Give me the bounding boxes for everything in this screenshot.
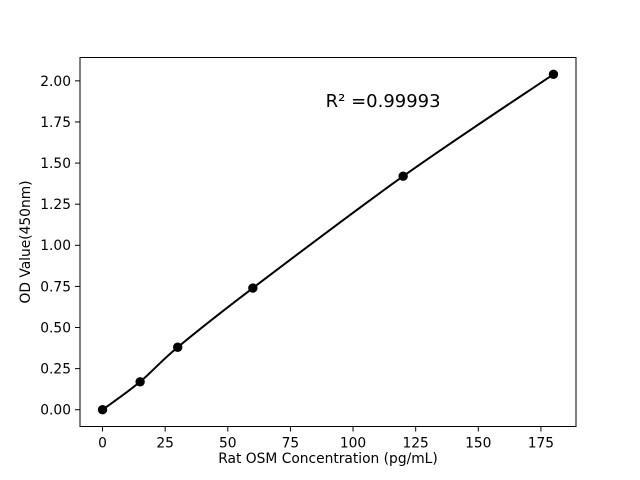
y-tick-label: 1.50 bbox=[40, 156, 71, 172]
x-tick-label: 125 bbox=[403, 436, 429, 452]
y-tick-label: 1.75 bbox=[40, 115, 71, 131]
x-tick-label: 0 bbox=[98, 436, 107, 452]
y-tick-label: 2.00 bbox=[40, 74, 71, 90]
x-tick-label: 75 bbox=[282, 436, 300, 452]
data-point-marker bbox=[172, 342, 183, 352]
y-tick-label: 1.25 bbox=[40, 197, 71, 213]
x-tick-label: 100 bbox=[340, 436, 366, 452]
data-point-marker bbox=[548, 69, 559, 79]
y-tick-label: 1.00 bbox=[40, 238, 71, 254]
y-tick-label: 0.00 bbox=[40, 403, 71, 419]
y-tick-label: 0.25 bbox=[40, 362, 71, 378]
plot-frame bbox=[79, 57, 577, 427]
x-tick-label: 175 bbox=[528, 436, 554, 452]
data-point-marker bbox=[398, 171, 408, 181]
data-point-marker bbox=[135, 377, 145, 387]
y-tick-label: 0.50 bbox=[40, 320, 71, 336]
r-squared-annotation: R² =0.99993 bbox=[326, 91, 441, 112]
x-tick-label: 50 bbox=[219, 436, 237, 452]
curve-line bbox=[101, 73, 555, 411]
data-point-marker bbox=[248, 283, 258, 293]
y-tick-label: 0.75 bbox=[40, 279, 71, 295]
y-axis-label: OD Value(450nm) bbox=[18, 180, 34, 303]
data-point-marker bbox=[97, 405, 108, 415]
x-tick-label: 150 bbox=[465, 436, 491, 452]
x-tick-label: 25 bbox=[156, 436, 174, 452]
x-axis-label: Rat OSM Concentration (pg/mL) bbox=[218, 451, 437, 467]
